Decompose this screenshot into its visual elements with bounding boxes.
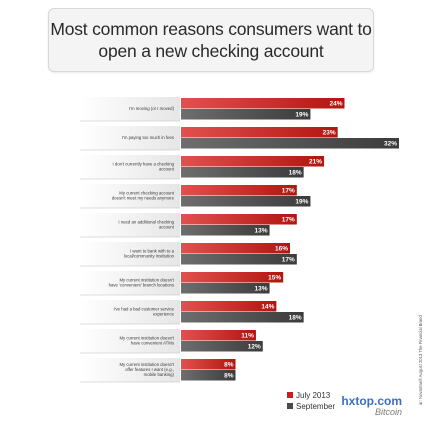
bar-july-2013 (181, 214, 297, 225)
row-background (80, 242, 180, 266)
bar-value-label: 17% (282, 257, 295, 264)
bar-value-label: 24% (329, 101, 342, 108)
legend-label: July 2013 (296, 391, 331, 400)
category-label: I've had a bad customer service experienc… (113, 306, 174, 316)
category-label-line: I need an additional checking (118, 219, 174, 224)
bar-july-2013 (181, 127, 338, 138)
watermark: hxtop.com Bitcoin (340, 395, 402, 417)
row-background (80, 155, 180, 179)
row-background (80, 358, 180, 382)
chart-title-box: Most common reasons consumers want to op… (48, 8, 374, 72)
source-credit: ar: Novantas® August 2013 The Financial … (418, 315, 423, 405)
category-label-line: offer features I want (e.g., (125, 367, 174, 372)
bar-value-label: 17% (282, 217, 295, 224)
bar-july-2013 (181, 359, 236, 370)
row-background (80, 184, 180, 208)
category-label-line: I've had a bad customer service (113, 306, 174, 311)
bar-july-2013 (181, 185, 297, 196)
category-label-line: experience (153, 312, 175, 317)
bar-september-2013 (181, 370, 236, 381)
bar-september-2013 (181, 312, 304, 323)
category-label-line: account (159, 167, 175, 172)
bar-july-2013 (181, 156, 325, 167)
category-label-line: have 'convenient' branch locations (109, 283, 174, 288)
bar-value-label: 15% (268, 275, 281, 282)
bar-september-2013 (181, 138, 399, 149)
category-label-line: mobile banking) (144, 372, 175, 377)
category-label: I want to bank with to a local/community … (124, 248, 175, 258)
category-label: My current institution doesn't offer feat… (119, 362, 174, 377)
bar-value-label: 17% (282, 188, 295, 195)
bar-value-label: 14% (261, 304, 274, 311)
bar-value-label: 19% (295, 199, 308, 206)
category-label-line: I don't currently have a checking (113, 161, 175, 166)
category-label: I need an additional checking account (118, 219, 174, 229)
category-label: I don't currently have a checking account (113, 161, 175, 171)
category-label-line: local/community institution (124, 254, 175, 259)
bar-value-label: 8% (224, 373, 234, 380)
category-label-line: I want to bank with to a (130, 248, 175, 253)
category-label: My current institution doesn't have conve… (119, 335, 174, 345)
category-label-line: My current institution doesn't (119, 335, 174, 340)
category-label: My current checking account doesn't meet … (112, 190, 175, 200)
bar-value-label: 18% (289, 170, 302, 177)
legend-swatch (287, 403, 293, 409)
category-label-line: account (159, 225, 175, 230)
row-background (80, 126, 180, 150)
legend-label: September (296, 402, 335, 411)
bar-september-2013 (181, 283, 270, 294)
row-background (80, 300, 180, 324)
bar-value-label: 13% (255, 228, 268, 235)
bar-september-2013 (181, 254, 297, 265)
category-label-line: I'm paying too much in fees (122, 135, 174, 140)
bar-value-label: 16% (275, 246, 288, 253)
category-label-line: doesn't meet my needs anymore (112, 196, 175, 201)
bar-july-2013 (181, 243, 290, 254)
bar-september-2013 (181, 225, 270, 236)
category-label: I'm moving (or I moved) (129, 106, 175, 111)
bar-value-label: 23% (323, 130, 336, 137)
bar-september-2013 (181, 341, 263, 352)
bar-value-label: 12% (248, 344, 261, 351)
category-label-line: My current institution doesn't (119, 362, 174, 367)
bar-september-2013 (181, 109, 311, 120)
category-label-line: have convenient ATMs (131, 341, 174, 346)
watermark-text: hxtop.com (341, 394, 402, 408)
category-label-line: I'm moving (or I moved) (129, 106, 175, 111)
category-label: My current institution doesn't have 'conv… (109, 277, 175, 287)
bar-july-2013 (181, 272, 284, 283)
bar-value-label: 32% (384, 141, 397, 148)
row-background (80, 213, 180, 237)
bar-value-label: 21% (309, 159, 322, 166)
bar-july-2013 (181, 330, 256, 341)
category-label-line: My current institution doesn't (119, 277, 174, 282)
watermark-subtext: Bitcoin (374, 407, 402, 417)
bar-value-label: 8% (224, 362, 234, 369)
bar-september-2013 (181, 167, 304, 178)
bar-july-2013 (181, 301, 277, 312)
bar-value-label: 13% (255, 286, 268, 293)
category-label: I'm paying too much in fees (122, 135, 174, 140)
row-background (80, 97, 180, 121)
bar-july-2013 (181, 98, 345, 109)
row-background (80, 271, 180, 295)
legend-swatch (287, 392, 293, 398)
row-background (80, 329, 180, 353)
chart-title: Most common reasons consumers want to op… (50, 19, 372, 61)
bar-value-label: 19% (295, 112, 308, 119)
bar-value-label: 18% (289, 315, 302, 322)
bars-layer: I'm moving (or I moved) 24% 19% I'm paying … (80, 97, 399, 383)
category-label-line: My current checking account (119, 190, 174, 195)
bar-september-2013 (181, 196, 311, 207)
bar-value-label: 11% (241, 333, 254, 340)
legend: July 2013 September (287, 391, 335, 411)
